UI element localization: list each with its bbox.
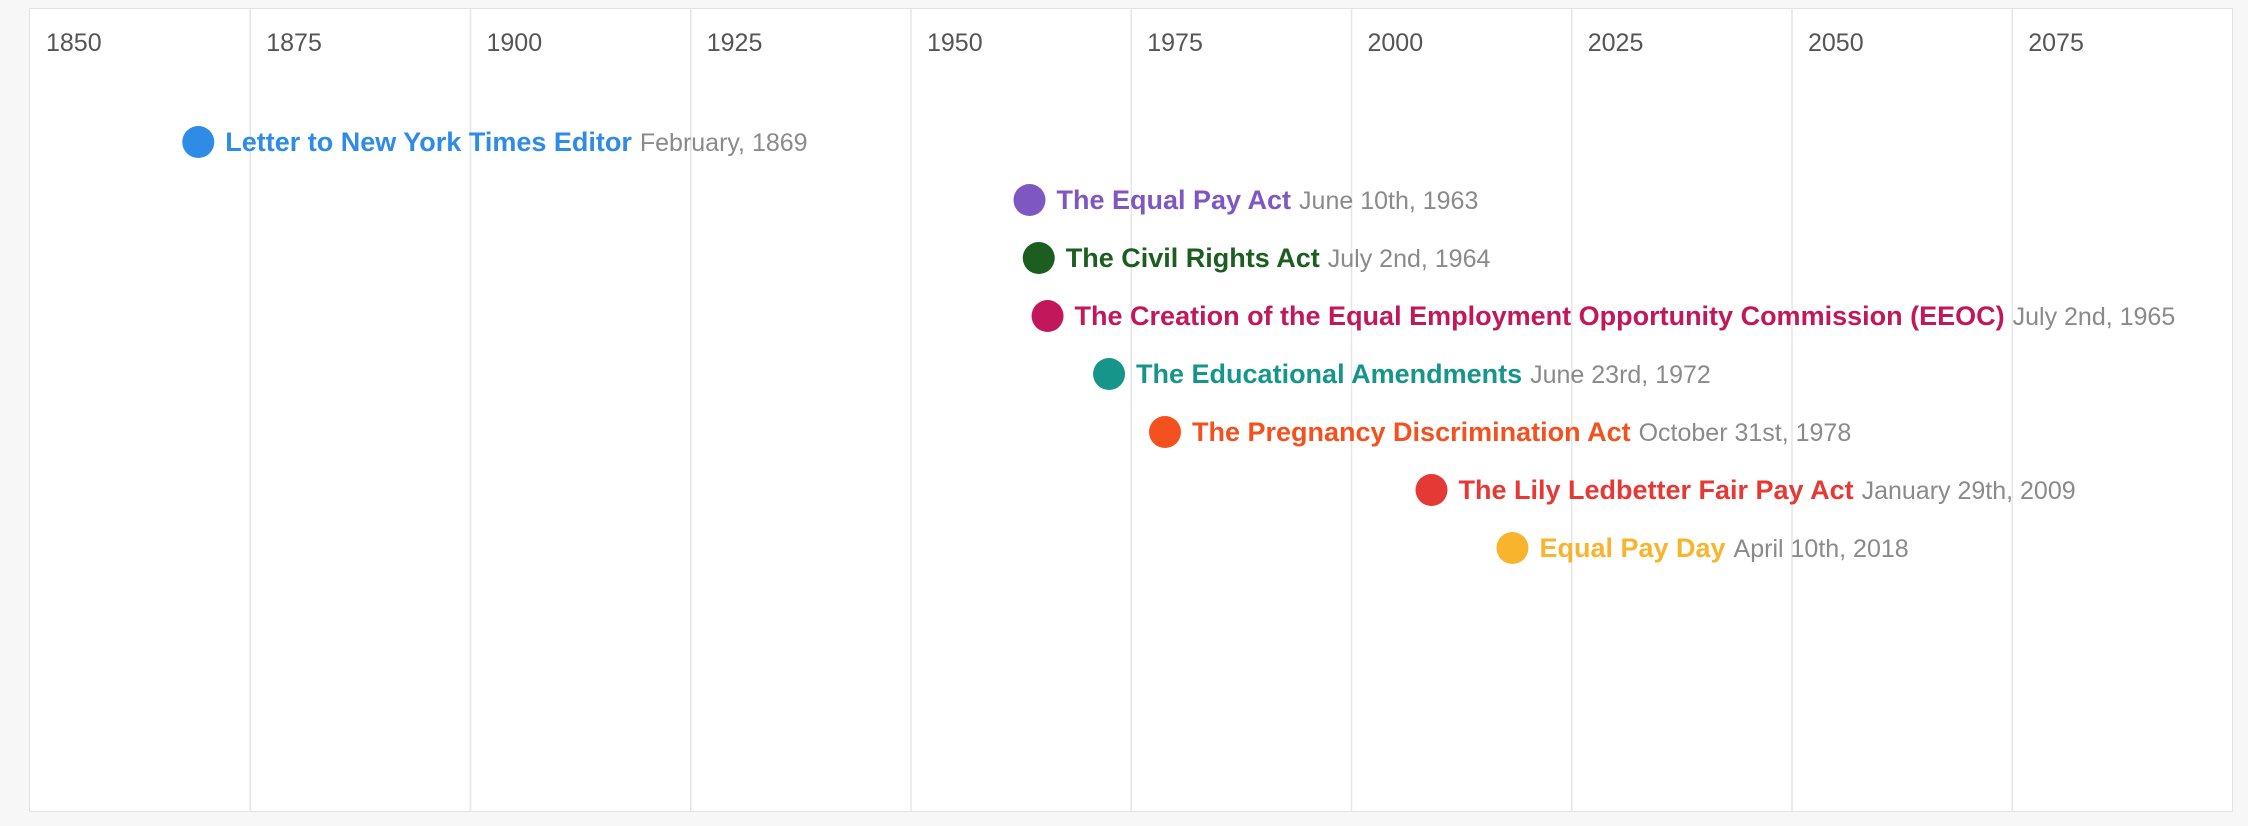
event-marker-dot[interactable] [182,126,215,158]
timeline-event[interactable]: The Educational Amendments June 23rd, 197… [1093,358,1711,390]
event-title: Letter to New York Times Editor [225,127,632,157]
timeline-event[interactable]: The Pregnancy Discrimination Act October … [1148,416,1851,448]
event-label[interactable]: The Equal Pay Act June 10th, 1963 [1056,185,1478,215]
event-title: The Civil Rights Act [1066,243,1320,273]
tick-label-1975: 1975 [1147,29,1203,57]
event-label[interactable]: The Civil Rights Act July 2nd, 1964 [1066,243,1491,273]
event-label[interactable]: The Lily Ledbetter Fair Pay Act January 2… [1458,475,2075,505]
event-date: January 29th, 2009 [1862,477,2076,505]
event-label[interactable]: The Educational Amendments June 23rd, 197… [1136,359,1711,389]
event-title: Equal Pay Day [1539,533,1725,563]
tick-label-2025: 2025 [1588,29,1644,57]
timeline-event[interactable]: The Creation of the Equal Employment Opp… [1031,300,2176,332]
tick-label-2075: 2075 [2028,29,2084,57]
event-label[interactable]: Letter to New York Times Editor February,… [225,127,807,157]
event-marker-dot[interactable] [1022,242,1055,274]
timeline-chart: 1850 1875 1900 1925 1950 1975 2000 2025 2050 2075… [29,8,2233,812]
event-label[interactable]: Equal Pay Day April 10th, 2018 [1539,533,1908,563]
timeline-event[interactable]: The Equal Pay Act June 10th, 1963 [1013,184,1478,216]
event-title: The Pregnancy Discrimination Act [1192,417,1631,447]
event-date: June 23rd, 1972 [1530,361,1711,389]
tick-label-1950: 1950 [927,29,983,57]
event-marker-dot[interactable] [1148,416,1181,448]
event-date: October 31st, 1978 [1639,419,1852,447]
event-label[interactable]: The Creation of the Equal Employment Opp… [1075,301,2176,331]
timeline-event[interactable]: The Lily Ledbetter Fair Pay Act January 2… [1415,474,2076,506]
event-date: July 2nd, 1964 [1328,245,1491,273]
event-marker-dot[interactable] [1496,532,1529,564]
tick-label-2050: 2050 [1808,29,1864,57]
event-markers: Letter to New York Times Editor February,… [182,126,2175,564]
event-marker-dot[interactable] [1013,184,1046,216]
event-marker-dot[interactable] [1093,358,1126,390]
event-marker-dot[interactable] [1031,300,1064,332]
grid-layer [249,9,2013,811]
event-title: The Creation of the Equal Employment Opp… [1075,301,2005,331]
event-date: July 2nd, 1965 [2013,303,2176,331]
tick-label-2000: 2000 [1368,29,1424,57]
timeline-event[interactable]: Letter to New York Times Editor February,… [182,126,808,158]
event-title: The Lily Ledbetter Fair Pay Act [1458,475,1853,505]
event-label[interactable]: The Pregnancy Discrimination Act October … [1192,417,1851,447]
tick-label-1900: 1900 [487,29,543,57]
tick-labels: 1850 1875 1900 1925 1950 1975 2000 2025 2050 2075 [46,29,2084,57]
timeline-event[interactable]: Equal Pay Day April 10th, 2018 [1496,532,1909,564]
tick-label-1850: 1850 [46,29,102,57]
event-title: The Educational Amendments [1136,359,1522,389]
tick-label-1875: 1875 [266,29,322,57]
event-date: June 10th, 1963 [1299,187,1478,215]
event-date: April 10th, 2018 [1734,535,1909,563]
event-marker-dot[interactable] [1415,474,1448,506]
event-date: February, 1869 [640,129,808,157]
tick-label-1925: 1925 [707,29,763,57]
event-title: The Equal Pay Act [1056,185,1291,215]
timeline-svg: 1850 1875 1900 1925 1950 1975 2000 2025 2050 2075… [46,9,2175,811]
timeline-event[interactable]: The Civil Rights Act July 2nd, 1964 [1022,242,1491,274]
